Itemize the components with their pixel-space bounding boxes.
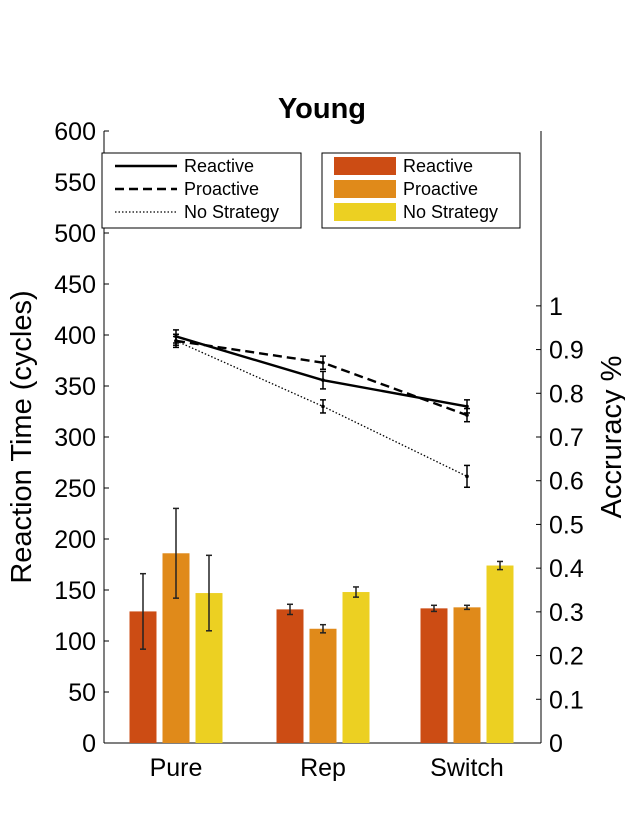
line-point [174,339,178,343]
chart-title: Young [278,93,366,125]
y2-tick-label: 0 [549,730,563,758]
y-tick-label: 50 [68,679,96,707]
y2-tick-label: 0.4 [549,555,584,583]
y2-tick-label: 0.8 [549,380,584,408]
axes: 0 50 100 150 200 250 300 350 400 450 500 550 600 0 0.1… [54,118,584,782]
y-tick-label: 150 [54,577,96,605]
x-tick-label: Switch [430,754,504,782]
y-tick-label: 250 [54,475,96,503]
legend-bar-swatch [334,203,396,221]
line-point [465,413,469,417]
y2-tick-label: 0.3 [549,599,584,627]
y-tick-label: 550 [54,169,96,197]
legend-bar-label: Reactive [403,156,473,176]
y2-tick-label: 0.7 [549,424,584,452]
y-tick-label: 300 [54,424,96,452]
line-series [175,340,468,477]
y2-tick-label: 0.2 [549,643,584,671]
line-point [321,404,325,409]
line-point [321,378,325,382]
bar [309,628,337,743]
line-point [465,474,469,479]
y-tick-label: 400 [54,322,96,350]
y-tick-label: 200 [54,526,96,554]
bar [342,592,370,743]
line-point [465,404,469,409]
bar [276,609,304,743]
legend-line-label: Reactive [184,156,254,176]
y-tick-label: 100 [54,628,96,656]
y2-tick-label: 1 [549,293,563,321]
y-tick-label: 600 [54,118,96,146]
bar [486,565,514,743]
y-tick-label: 450 [54,271,96,299]
line-series [175,339,468,417]
x-tick-label: Pure [150,754,203,782]
x-tick-label: Rep [300,754,346,782]
legend-bar-swatch [334,180,396,198]
y2-tick-label: 0.1 [549,686,584,714]
bar-series-group [129,507,514,743]
line-series-group [173,329,470,489]
y2-tick-label: 0.5 [549,511,584,539]
y2-axis-label: Accruracy % [596,356,625,519]
y-tick-label: 500 [54,220,96,248]
legend-bar-swatch [334,157,396,175]
legend-line-label: No Strategy [184,202,279,222]
bar [420,608,448,743]
legend-bar-label: No Strategy [403,202,498,222]
legend-line-label: Proactive [184,179,259,199]
y-axis-label: Reaction Time (cycles) [6,290,38,583]
y-tick-label: 350 [54,373,96,401]
legend-bars: Reactive Proactive No Strategy [321,152,521,229]
line-point [321,360,325,365]
y2-tick-label: 0.6 [549,468,584,496]
y2-tick-label: 0.9 [549,337,584,365]
legend-lines: Reactive Proactive No Strategy [101,152,302,229]
bar [453,607,481,743]
y-tick-label: 0 [82,730,96,758]
legend-bar-label: Proactive [403,179,478,199]
